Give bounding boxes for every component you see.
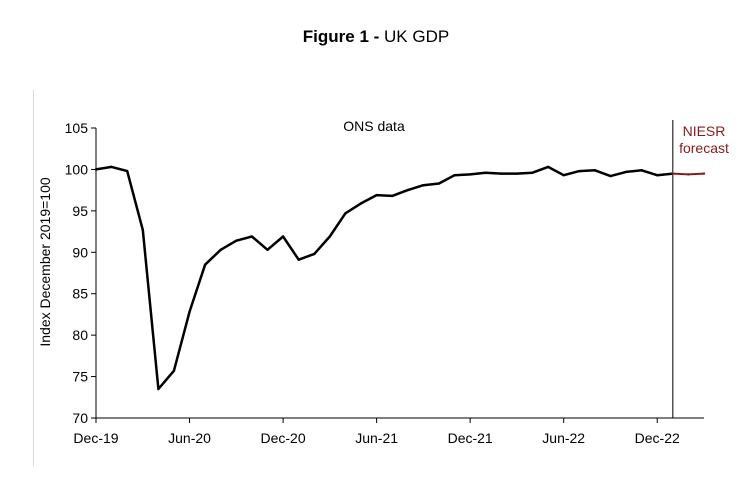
figure-number: Figure 1 - (302, 27, 380, 46)
y-tick-label: 85 (72, 286, 88, 302)
niesr-annotation-line1: NIESR (683, 123, 726, 139)
ons-data-point (172, 369, 176, 372)
y-tick-label: 105 (65, 120, 89, 136)
niesr-forecast-point (687, 173, 690, 176)
ons-data-point (203, 263, 207, 266)
y-axis-label: Index December 2019=100 (37, 177, 53, 346)
ons-data-point (281, 235, 285, 238)
ons-data-point (110, 165, 113, 169)
ons-data-point (609, 174, 612, 178)
ons-data-point (266, 248, 269, 251)
x-tick-label: Jun-21 (355, 430, 398, 446)
ons-data-point (359, 202, 363, 205)
ons-data-point (624, 170, 628, 174)
y-tick-label: 70 (72, 410, 88, 426)
x-tick-label: Jun-22 (542, 430, 585, 446)
ons-data-point (500, 172, 503, 175)
ons-data-point (531, 171, 534, 174)
x-tick-label: Dec-21 (448, 430, 493, 446)
left-border-line (33, 90, 34, 466)
chart-title: Figure 1 - UK GDP (0, 27, 752, 47)
ons-data-point (484, 171, 487, 174)
x-tick-label: Dec-19 (73, 430, 118, 446)
ons-data-point (406, 188, 409, 192)
ons-data-point (593, 169, 597, 172)
y-tick-label: 90 (72, 244, 88, 260)
ons-data-point (313, 252, 316, 256)
ons-data-point (640, 169, 643, 172)
ons-data-point (328, 235, 332, 238)
niesr-annotation-line2: forecast (679, 140, 729, 156)
ons-data-point (344, 212, 347, 215)
y-tick-label: 100 (65, 161, 89, 177)
ons-data-point (219, 248, 222, 251)
ons-data-annotation: ONS data (343, 118, 405, 134)
ons-data-point (94, 168, 98, 171)
ons-data-point (656, 174, 659, 177)
ons-data-point (125, 169, 129, 173)
ons-data-point (297, 258, 300, 261)
niesr-forecast-point (702, 172, 706, 175)
y-tick-label: 95 (72, 203, 88, 219)
ons-data-point (546, 165, 550, 169)
ons-data-point (437, 182, 441, 185)
ons-data-point (157, 387, 160, 391)
y-tick-label: 75 (72, 369, 88, 385)
ons-data-series-line (95, 165, 673, 391)
ons-data-point (468, 173, 472, 176)
ons-data-point (188, 310, 191, 314)
y-axis-ticks: 70 75 80 85 90 95 100 105 (65, 120, 96, 426)
x-tick-label: Dec-20 (261, 430, 306, 446)
ons-data-point (375, 193, 378, 197)
ons-data-point (422, 183, 425, 187)
ons-data-point (235, 239, 238, 242)
x-axis-ticks: Dec-19 Jun-20 Dec-20 Jun-21 Dec-21 Jun-22 Dec-… (73, 418, 680, 446)
ons-data-point (391, 194, 394, 198)
x-tick-label: Jun-20 (168, 430, 211, 446)
x-tick-label: Dec-22 (635, 430, 680, 446)
y-tick-label: 80 (72, 327, 88, 343)
ons-data-point (250, 235, 254, 238)
ons-data-point (453, 174, 456, 177)
ons-data-point (515, 172, 519, 175)
data-points (94, 165, 706, 391)
ons-data-point (141, 228, 144, 232)
figure-title-text: UK GDP (384, 27, 450, 46)
ons-data-point (578, 169, 581, 173)
niesr-forecast-point (671, 172, 675, 175)
ons-data-point (562, 174, 565, 177)
